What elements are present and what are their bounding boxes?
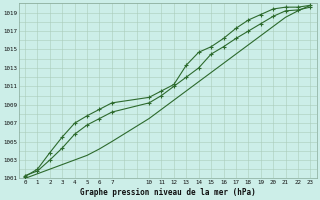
X-axis label: Graphe pression niveau de la mer (hPa): Graphe pression niveau de la mer (hPa) <box>80 188 256 197</box>
